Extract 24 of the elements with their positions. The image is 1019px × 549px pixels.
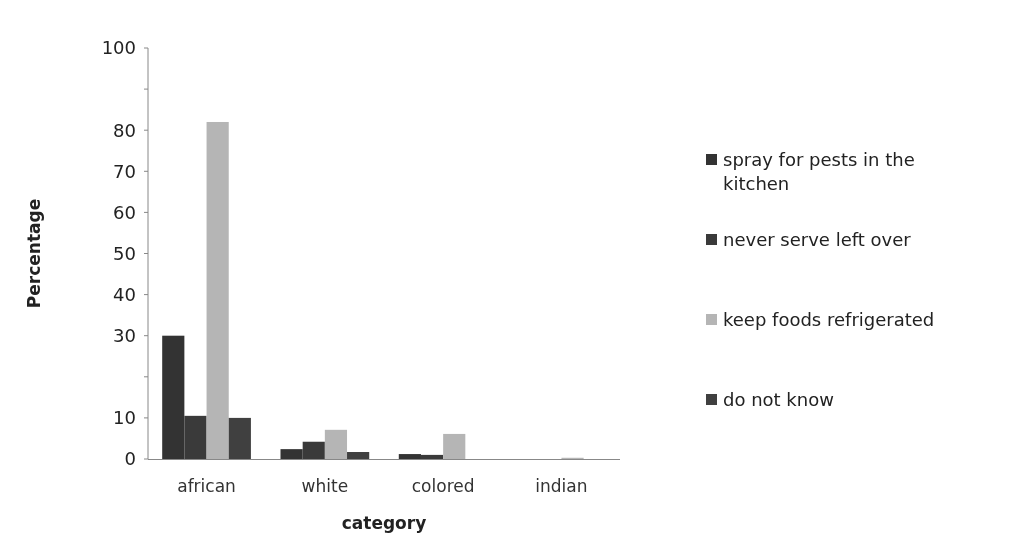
y-tick-label: 70 <box>113 160 136 182</box>
y-tick-label: 40 <box>113 283 136 305</box>
legend-label: spray for pests in the kitchen <box>723 149 915 194</box>
y-tick-label: 80 <box>113 119 136 141</box>
x-tick-label: white <box>301 476 349 496</box>
y-axis-title: Percentage <box>24 198 44 309</box>
legend-label: never serve left over <box>723 229 912 251</box>
y-tick-label: 50 <box>113 242 136 264</box>
bar <box>347 452 370 459</box>
y-tick-label: 10 <box>113 407 136 429</box>
bar <box>443 433 466 459</box>
legend-label: keep foods refrigerated <box>723 309 935 331</box>
x-axis-title: category <box>341 513 427 533</box>
x-tick-label: indian <box>535 476 588 496</box>
bar <box>206 121 229 459</box>
y-tick-label: 60 <box>113 201 136 223</box>
y-tick-label: 100 <box>101 37 136 59</box>
x-tick-label: african <box>177 476 236 496</box>
bar <box>324 429 348 459</box>
y-tick-label: 0 <box>124 448 136 470</box>
y-tick-label: 30 <box>113 325 136 346</box>
x-tick-label: colored <box>411 476 475 496</box>
bar <box>228 417 251 459</box>
legend-label: do not know <box>723 389 834 411</box>
